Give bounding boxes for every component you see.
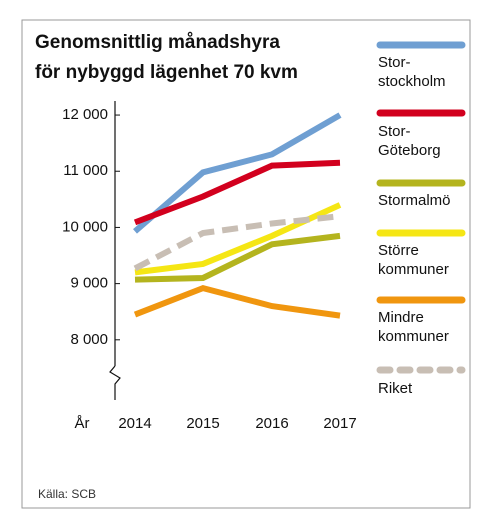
series-line xyxy=(133,213,341,272)
legend-label: Riket xyxy=(378,380,413,397)
y-tick-label: 9 000 xyxy=(70,275,108,292)
legend-label: Mindre kommuner xyxy=(378,309,449,345)
x-tick-label: 2015 xyxy=(186,415,219,432)
y-tick-label: 11 000 xyxy=(63,162,108,179)
series-line xyxy=(133,159,341,226)
series-line xyxy=(134,232,341,283)
legend-label: Stormalmö xyxy=(378,192,451,209)
axis-break xyxy=(109,365,121,400)
x-tick-label: 2017 xyxy=(323,415,356,432)
series-line xyxy=(133,284,341,319)
y-tick-label: 8 000 xyxy=(70,331,108,348)
series-line xyxy=(133,112,342,234)
source: Källa: SCB xyxy=(38,487,97,501)
legend-label: Stor- Göteborg xyxy=(378,123,441,159)
y-tick-label: 10 000 xyxy=(62,218,108,235)
legend-label: Större kommuner xyxy=(378,242,449,278)
x-tick-label: 2016 xyxy=(255,415,288,432)
legend-label: Stor- stockholm xyxy=(378,54,446,90)
frame xyxy=(21,19,471,509)
x-tick-label: 2014 xyxy=(118,415,151,432)
y-tick-label: 12 000 xyxy=(62,106,108,123)
x-axis-label: År xyxy=(75,415,90,432)
chart-title: Genomsnittlig månadshyra för nybyggd läg… xyxy=(35,32,298,83)
